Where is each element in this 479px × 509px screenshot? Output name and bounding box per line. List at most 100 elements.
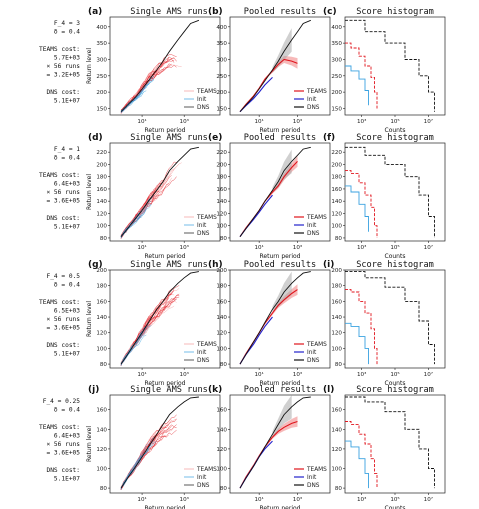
plot-frame: [344, 394, 446, 494]
x-axis-label: Return period: [145, 127, 186, 134]
plot-frame: [229, 394, 331, 494]
teams-run-line: [120, 424, 170, 490]
plot-area: [239, 146, 311, 238]
side-text-line: = 3.2E+05: [46, 72, 80, 79]
plot-area: [239, 395, 311, 489]
x-tick-label: 10⁷: [424, 244, 433, 251]
figure-row: F_4 = 3 δ = 0.4 TEAMS cost:5.7E+03 × 56 run…: [39, 7, 446, 134]
uncertainty-band: [264, 55, 298, 80]
y-tick-label: 160: [96, 187, 107, 193]
dns-series-line: [239, 396, 311, 489]
y-tick-label: 300: [216, 57, 227, 63]
y-axis-label: Return level: [86, 426, 93, 462]
y-tick-label: 140: [216, 199, 227, 205]
x-tick-label: 10⁷: [424, 371, 433, 378]
side-text-line: 5.1E+07: [54, 223, 80, 230]
x-axis-label: Return period: [260, 127, 301, 134]
x-tick-label: 10¹: [137, 496, 146, 503]
side-text-line: = 3.6E+05: [46, 450, 80, 457]
side-text-line: × 56 runs: [46, 63, 80, 70]
y-tick-label: 150: [216, 106, 227, 112]
teams-histogram-line: [345, 42, 378, 109]
x-axis-label: Return period: [260, 253, 301, 260]
dns-series-line: [120, 271, 199, 365]
y-tick-label: 180: [216, 284, 227, 290]
panel-label: (l): [323, 385, 334, 395]
panel-runs: (g) Single AMS runs 80 100 120 140 160 180 200 Re…: [86, 260, 221, 387]
y-tick-label: 80: [100, 486, 108, 492]
panel-title: Pooled results: [244, 133, 316, 143]
row-side-text: F_4 = 0.25 δ = 0.4 TEAMS cost:6.4E+03 × 56 …: [39, 398, 80, 482]
y-tick-label: 120: [331, 331, 342, 337]
plot-frame: [229, 16, 331, 116]
panel-hist: (f) Score histogram 80 100 120 140 160 180 200 22…: [323, 133, 446, 260]
legend-label: DNS: [307, 231, 320, 237]
y-axis-label: Return level: [86, 301, 93, 337]
y-axis-label: Return level: [86, 48, 93, 84]
x-tick-label: 10¹: [254, 244, 263, 251]
y-tick-label: 200: [216, 162, 227, 168]
plot-frame: [109, 142, 221, 242]
dns-series-line: [120, 396, 199, 489]
panel-title: Single AMS runs: [130, 7, 208, 17]
panel-label: (c): [323, 7, 337, 17]
plot-area: [120, 19, 200, 114]
panel-hist: (l) Score histogram 80 100 120 140 160 Counts 10…: [323, 385, 446, 509]
side-text-line: F_4 = 1: [54, 146, 80, 153]
uncertainty-band: [272, 271, 292, 313]
y-axis-label: Return level: [86, 174, 93, 210]
x-tick-label: 10³: [357, 244, 366, 251]
dns-series-line: [120, 146, 199, 237]
legend-label: TEAMS: [306, 467, 327, 473]
plot-area: [120, 396, 199, 491]
panel-label: (j): [88, 385, 99, 395]
teams-run-line: [120, 426, 172, 489]
y-tick-label: 200: [216, 268, 227, 274]
teams-histogram-line: [345, 170, 378, 238]
teams-histogram-line: [345, 289, 378, 365]
panel-title: Single AMS runs: [130, 385, 208, 395]
side-text-line: = 3.6E+05: [46, 325, 80, 332]
panel-label: (e): [208, 133, 222, 143]
y-tick-label: 180: [96, 175, 107, 181]
x-tick-label: 10³: [180, 118, 189, 125]
y-tick-label: 140: [331, 427, 342, 433]
panel-title: Pooled results: [244, 7, 316, 17]
x-axis-label: Counts: [385, 127, 406, 134]
y-tick-label: 160: [216, 408, 227, 414]
plot-frame: [229, 269, 331, 369]
y-tick-label: 400: [216, 25, 227, 31]
x-tick-label: 10³: [180, 244, 189, 251]
side-text-line: δ = 0.4: [54, 407, 80, 414]
legend: TEAMS Init DNS: [184, 467, 217, 489]
side-text-line: 5.1E+07: [54, 97, 80, 104]
y-tick-label: 100: [96, 467, 107, 473]
y-tick-label: 350: [331, 41, 342, 47]
x-axis-label: Return period: [145, 380, 186, 387]
y-tick-label: 80: [220, 486, 228, 492]
teams-run-line: [120, 434, 170, 487]
uncertainty-band: [272, 28, 292, 73]
y-tick-label: 350: [96, 41, 107, 47]
x-axis-label: Return period: [260, 505, 301, 509]
panel-pooled: (e) Pooled results 80 100 120 140 160 180 200 220…: [208, 133, 331, 260]
side-text-line: F_4 = 0.25: [43, 398, 81, 405]
side-text-line: TEAMS cost:: [39, 424, 80, 431]
teams-run-line: [120, 162, 182, 237]
teams-run-line: [120, 305, 175, 365]
panel-title: Score histogram: [356, 7, 434, 17]
legend-label: TEAMS: [306, 342, 327, 348]
panel-label: (d): [88, 133, 103, 143]
dns-series-line: [239, 271, 311, 365]
panel-title: Score histogram: [356, 133, 434, 143]
y-tick-label: 200: [331, 162, 342, 168]
y-tick-label: 160: [331, 408, 342, 414]
legend-label: DNS: [307, 483, 320, 489]
y-tick-label: 100: [331, 467, 342, 473]
plot-area: [345, 396, 435, 489]
x-tick-label: 10¹: [254, 371, 263, 378]
legend-label: DNS: [307, 105, 320, 111]
panel-hist: (c) Score histogram 150 200 250 300 350 400 Coun…: [323, 7, 446, 134]
y-tick-label: 140: [331, 199, 342, 205]
plot-frame: [344, 269, 446, 369]
